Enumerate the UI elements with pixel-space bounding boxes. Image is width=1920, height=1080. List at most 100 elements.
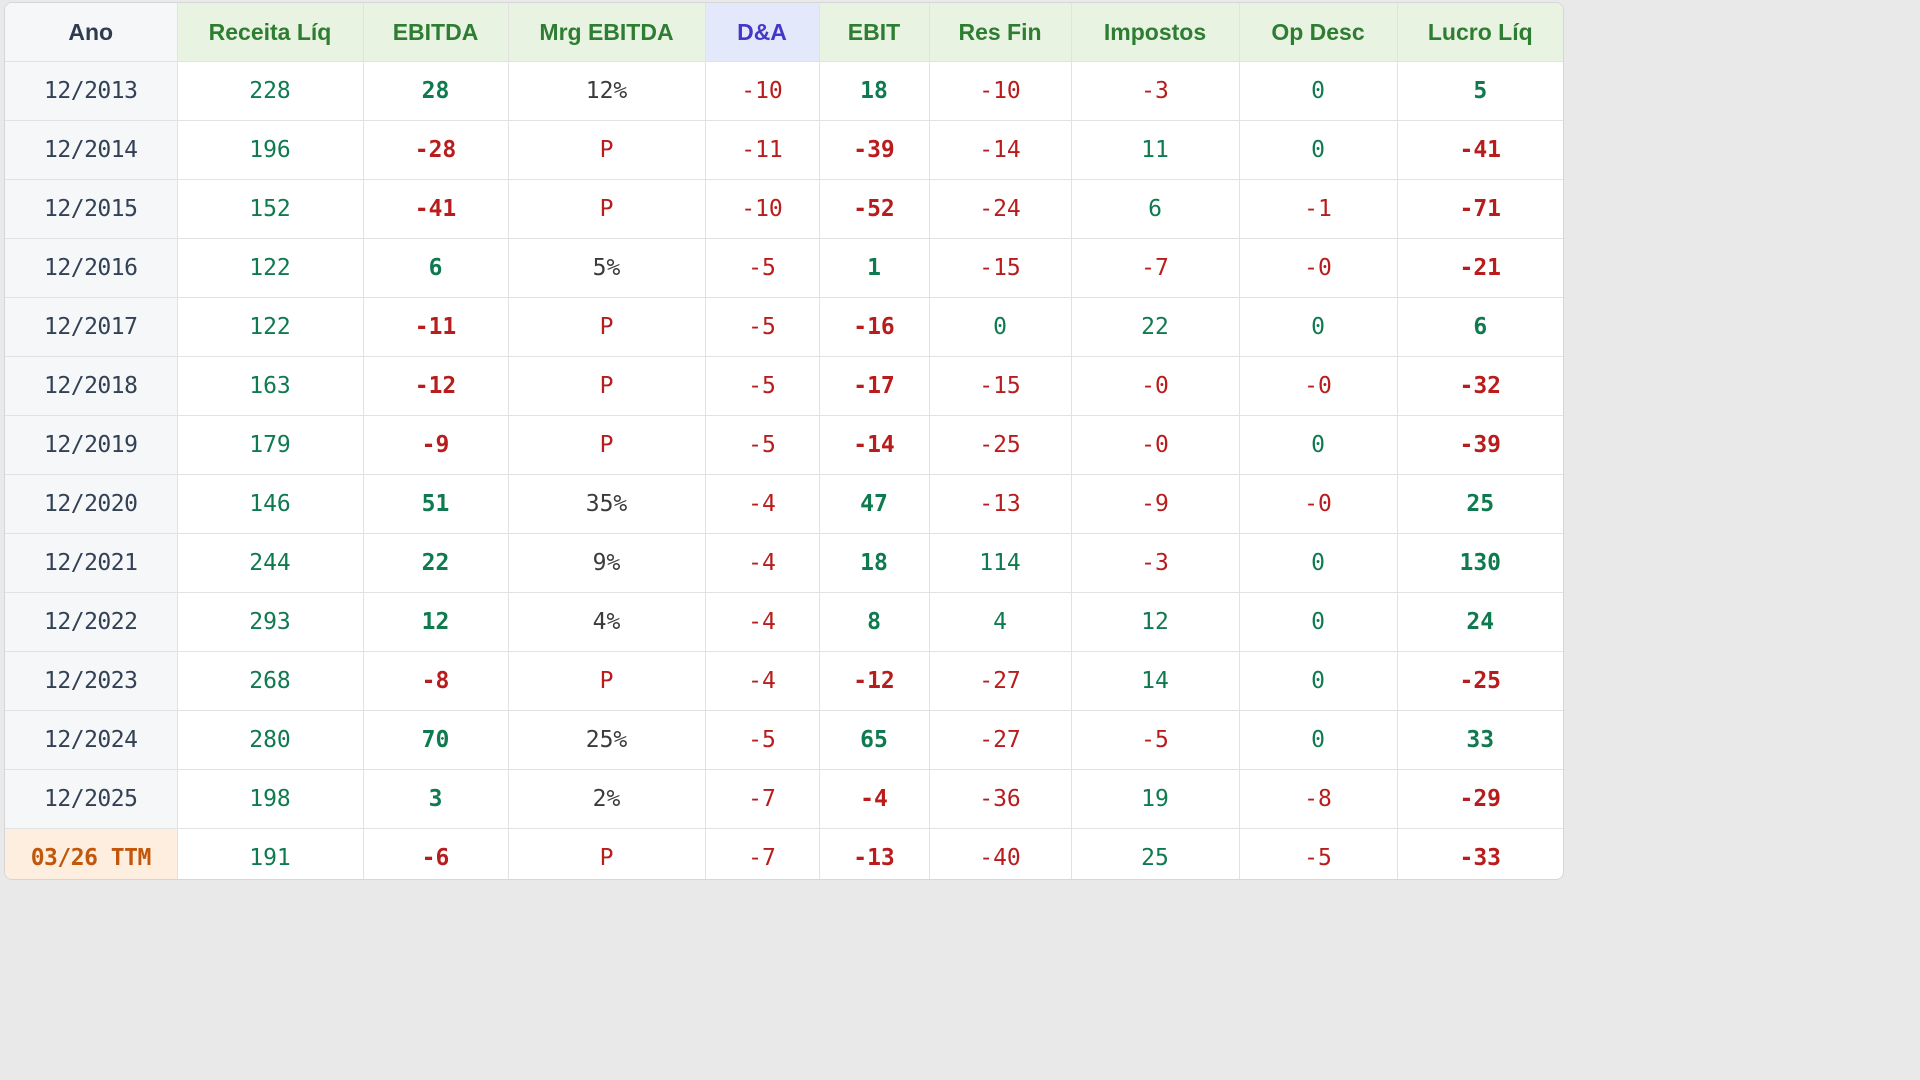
lucro-liq-cell: -33 <box>1459 845 1502 871</box>
op-desc-cell: 0 <box>1239 415 1398 475</box>
res-fin-cell: -14 <box>929 120 1072 180</box>
table-row[interactable]: 12/2016 122 6 5% -5 1 -15 -7 -0 -21 <box>5 238 1563 298</box>
lucro-liq-cell: 25 <box>1397 474 1563 534</box>
ebit-cell: -12 <box>819 651 930 711</box>
year-cell: 12/2023 <box>5 651 178 711</box>
column-header-ano[interactable]: Ano <box>5 3 178 62</box>
impostos-cell: 22 <box>1071 297 1240 357</box>
table-row[interactable]: 12/2023 268 -8 P -4 -12 -27 14 0 -25 <box>5 651 1563 711</box>
financial-table: Ano Receita Líq EBITDA Mrg EBITDA D&A EB… <box>5 3 1563 879</box>
impostos-cell: -0 <box>1071 356 1240 416</box>
financial-table-card: Ano Receita Líq EBITDA Mrg EBITDA D&A EB… <box>4 2 1564 880</box>
mrg-ebitda-cell: P <box>508 828 706 879</box>
table-row[interactable]: 12/2015 152 -41 P -10 -52 -24 6 -1 -71 <box>5 179 1563 239</box>
table-row[interactable]: 03/26 TTM 191 -6 P -7 -13 -40 25 -5 -33 <box>5 828 1563 879</box>
table-row[interactable]: 12/2024 280 70 25% -5 65 -27 -5 0 33 <box>5 710 1563 770</box>
d-and-a-cell: -5 <box>705 415 820 475</box>
mrg-ebitda-cell: P <box>508 356 706 416</box>
op-desc-cell: 0 <box>1239 592 1398 652</box>
mrg-ebitda-cell: 9% <box>508 533 706 593</box>
table-row[interactable]: 12/2017 122 -11 P -5 -16 0 22 0 6 <box>5 297 1563 357</box>
impostos-cell: -3 <box>1071 533 1240 593</box>
ebit-cell: -13 <box>819 828 930 879</box>
d-and-a-cell: -5 <box>705 297 820 357</box>
receita-liq-cell: 198 <box>177 769 364 829</box>
impostos-cell: 11 <box>1071 120 1240 180</box>
ebitda-cell: 28 <box>363 61 509 121</box>
table-row[interactable]: 12/2013 228 28 12% -10 18 -10 -3 0 5 <box>5 61 1563 121</box>
table-row[interactable]: 12/2022 293 12 4% -4 8 4 12 0 24 <box>5 592 1563 652</box>
ebitda-cell: -41 <box>363 179 509 239</box>
column-header-impostos[interactable]: Impostos <box>1071 3 1240 62</box>
lucro-liq-cell: -32 <box>1397 356 1563 416</box>
res-fin-cell: 0 <box>929 297 1072 357</box>
column-header-ebit[interactable]: EBIT <box>819 3 930 62</box>
d-and-a-cell: -10 <box>705 61 820 121</box>
mrg-ebitda-cell: P <box>508 415 706 475</box>
d-and-a-cell: -4 <box>705 533 820 593</box>
op-desc-cell: -0 <box>1239 356 1398 416</box>
op-desc-cell: 0 <box>1239 651 1398 711</box>
ebit-cell: 18 <box>819 61 930 121</box>
table-row[interactable]: 12/2018 163 -12 P -5 -17 -15 -0 -0 -32 <box>5 356 1563 416</box>
ebit-cell: 8 <box>819 592 930 652</box>
d-and-a-cell: -7 <box>705 828 820 879</box>
ebit-cell: 65 <box>819 710 930 770</box>
res-fin-cell: -40 <box>929 828 1072 879</box>
d-and-a-cell: -5 <box>705 238 820 298</box>
lucro-liq-cell: 5 <box>1397 61 1563 121</box>
lucro-liq-cell: 24 <box>1397 592 1563 652</box>
d-and-a-cell: -5 <box>705 710 820 770</box>
ebit-cell: 18 <box>819 533 930 593</box>
receita-liq-cell: 179 <box>177 415 364 475</box>
mrg-ebitda-cell: 12% <box>508 61 706 121</box>
receita-liq-cell: 268 <box>177 651 364 711</box>
ebit-cell: -39 <box>819 120 930 180</box>
year-cell: 12/2025 <box>5 769 178 829</box>
column-header-op-desc[interactable]: Op Desc <box>1239 3 1398 62</box>
table-row[interactable]: 12/2014 196 -28 P -11 -39 -14 11 0 -41 <box>5 120 1563 180</box>
ebitda-cell: -6 <box>363 828 509 879</box>
ebitda-cell: 22 <box>363 533 509 593</box>
mrg-ebitda-cell: P <box>508 179 706 239</box>
column-header-ebitda[interactable]: EBITDA <box>363 3 509 62</box>
mrg-ebitda-cell: 4% <box>508 592 706 652</box>
column-header-receita-liq[interactable]: Receita Líq <box>177 3 364 62</box>
year-cell: 12/2022 <box>5 592 178 652</box>
year-cell: 12/2016 <box>5 238 178 298</box>
column-header-res-fin[interactable]: Res Fin <box>929 3 1072 62</box>
lucro-liq-cell: -41 <box>1397 120 1563 180</box>
column-header-lucro-liq[interactable]: Lucro Líq <box>1397 3 1563 62</box>
year-cell: 12/2014 <box>5 120 178 180</box>
op-desc-cell: 0 <box>1239 61 1398 121</box>
column-header-d-and-a[interactable]: D&A <box>705 3 820 62</box>
res-fin-cell: -10 <box>929 61 1072 121</box>
receita-liq-cell: 228 <box>177 61 364 121</box>
table-body: 12/2013 228 28 12% -10 18 -10 -3 0 5 12/2014 196 -28… <box>5 61 1563 879</box>
ebit-cell: -4 <box>819 769 930 829</box>
table-row[interactable]: 12/2019 179 -9 P -5 -14 -25 -0 0 -39 <box>5 415 1563 475</box>
op-desc-cell: 0 <box>1239 533 1398 593</box>
op-desc-cell: 0 <box>1239 297 1398 357</box>
res-fin-cell: -15 <box>929 356 1072 416</box>
mrg-ebitda-cell: 2% <box>508 769 706 829</box>
impostos-cell: -3 <box>1071 61 1240 121</box>
d-and-a-cell: -5 <box>705 356 820 416</box>
table-row[interactable]: 12/2025 198 3 2% -7 -4 -36 19 -8 -29 <box>5 769 1563 829</box>
mrg-ebitda-cell: P <box>508 297 706 357</box>
ebit-cell: -17 <box>819 356 930 416</box>
year-cell: 12/2024 <box>5 710 178 770</box>
table-row[interactable]: 12/2020 146 51 35% -4 47 -13 -9 -0 25 <box>5 474 1563 534</box>
table-row[interactable]: 12/2021 244 22 9% -4 18 114 -3 0 130 <box>5 533 1563 593</box>
d-and-a-cell: -11 <box>705 120 820 180</box>
year-cell: 03/26 TTM <box>5 828 178 879</box>
ebitda-cell: 12 <box>363 592 509 652</box>
res-fin-cell: -25 <box>929 415 1072 475</box>
res-fin-cell: -24 <box>929 179 1072 239</box>
impostos-cell: -5 <box>1071 710 1240 770</box>
op-desc-cell: 0 <box>1239 120 1398 180</box>
ebit-cell: -16 <box>819 297 930 357</box>
column-header-mrg-ebitda[interactable]: Mrg EBITDA <box>508 3 706 62</box>
ebitda-cell: -11 <box>363 297 509 357</box>
mrg-ebitda-cell: 25% <box>508 710 706 770</box>
